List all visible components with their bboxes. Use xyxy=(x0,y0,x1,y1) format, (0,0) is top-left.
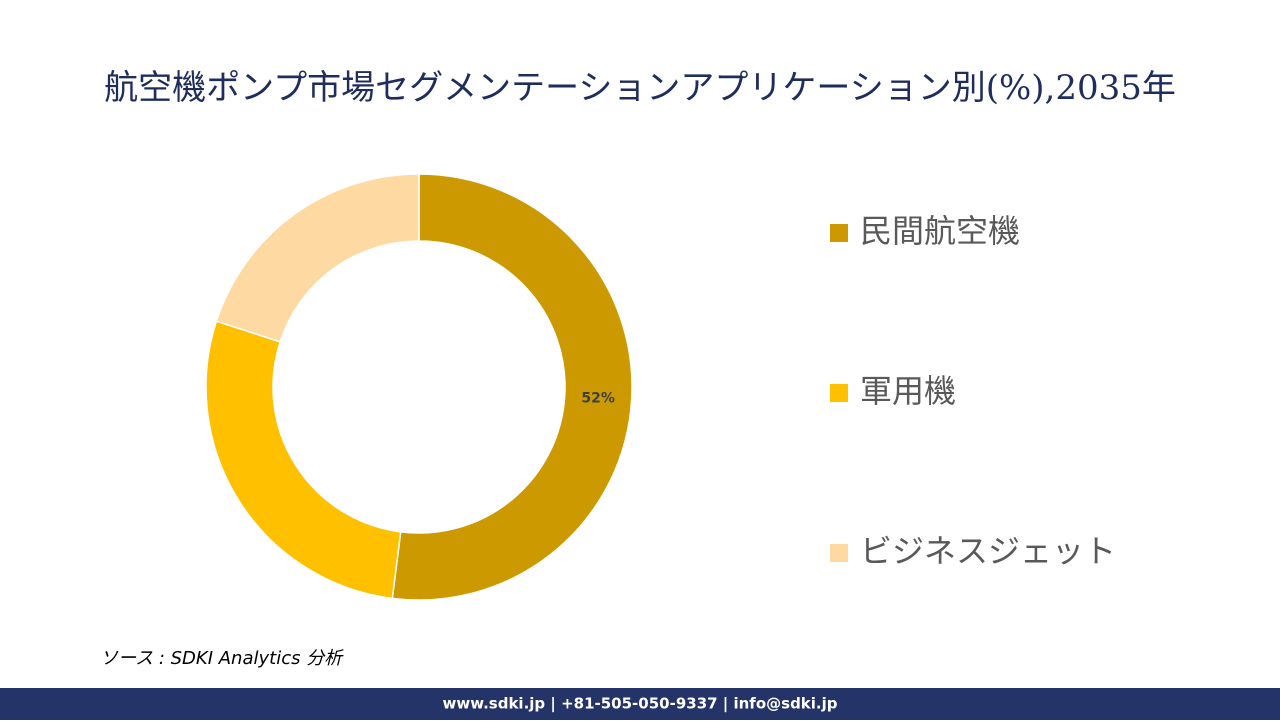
donut-slice xyxy=(215,173,420,343)
chart-title: 航空機ポンプ市場セグメンテーションアプリケーション別(%),2035年 xyxy=(104,68,1176,108)
legend-label: ビジネスジェット xyxy=(860,532,1116,570)
data-label: 52% xyxy=(581,390,615,406)
legend-swatch xyxy=(830,544,848,562)
legend-swatch xyxy=(830,384,848,402)
footer-text: www.sdki.jp | +81-505-050-9337 | info@sd… xyxy=(442,695,837,714)
footer-bar xyxy=(0,688,1280,720)
legend-label: 軍用機 xyxy=(860,372,956,410)
donut-slice xyxy=(205,320,402,600)
legend-label: 民間航空機 xyxy=(860,212,1020,250)
legend-swatch xyxy=(830,224,848,242)
donut-slice xyxy=(391,173,633,601)
source: ソース : SDKI Analytics 分析 xyxy=(100,648,344,669)
